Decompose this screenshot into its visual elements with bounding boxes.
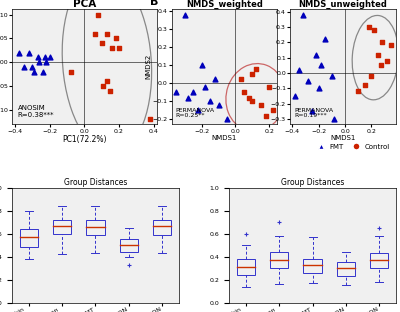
- Point: [116, 45, 122, 50]
- Point: [40, 69, 46, 74]
- Title: NMDS_weighted: NMDS_weighted: [186, 0, 263, 9]
- Point: [215, 102, 222, 107]
- Point: [368, 74, 375, 79]
- Text: PERMANOVA
R=0.25**: PERMANOVA R=0.25**: [176, 108, 215, 119]
- X-axis label: NMDS1: NMDS1: [212, 135, 237, 141]
- Point: [29, 64, 36, 69]
- Point: [300, 12, 306, 17]
- Point: [98, 41, 105, 46]
- Point: [384, 58, 390, 63]
- Point: [366, 24, 372, 29]
- Point: [224, 117, 230, 122]
- Point: [67, 69, 74, 74]
- Point: [270, 108, 276, 113]
- Point: [309, 109, 315, 114]
- Point: [258, 102, 264, 107]
- Point: [207, 99, 213, 104]
- Point: [26, 50, 32, 55]
- Point: [318, 63, 324, 68]
- Point: [212, 77, 218, 82]
- Text: B: B: [150, 0, 159, 7]
- X-axis label: PC1(72.2%): PC1(72.2%): [62, 135, 107, 144]
- Point: [182, 12, 188, 17]
- Legend: FMT, Control: FMT, Control: [311, 141, 392, 153]
- Text: PERMANOVA
R=0.19***: PERMANOVA R=0.19***: [294, 108, 334, 119]
- Point: [296, 67, 302, 72]
- Point: [95, 12, 102, 17]
- Point: [379, 40, 385, 45]
- Point: [305, 78, 311, 83]
- X-axis label: NMDS1: NMDS1: [330, 135, 356, 141]
- Title: Group Distances: Group Distances: [281, 178, 344, 187]
- Point: [316, 86, 322, 91]
- Point: [100, 83, 107, 88]
- Point: [195, 108, 202, 113]
- Point: [92, 31, 98, 36]
- Point: [263, 113, 269, 118]
- Point: [292, 94, 298, 99]
- Point: [147, 117, 154, 122]
- Point: [249, 71, 256, 76]
- Point: [371, 27, 377, 32]
- Point: [331, 117, 338, 122]
- Y-axis label: NMDS2: NMDS2: [145, 54, 151, 80]
- Point: [46, 55, 53, 60]
- Point: [198, 63, 205, 68]
- Point: [375, 52, 381, 57]
- Point: [109, 45, 115, 50]
- Point: [266, 84, 272, 89]
- Point: [322, 37, 328, 42]
- Point: [378, 63, 384, 68]
- Point: [112, 36, 119, 41]
- Point: [329, 74, 335, 79]
- Point: [237, 77, 244, 82]
- Point: [185, 95, 191, 100]
- Point: [15, 50, 22, 55]
- Point: [34, 55, 41, 60]
- Point: [190, 90, 196, 95]
- Point: [246, 95, 252, 100]
- Text: ANOSIM
R=0.38***: ANOSIM R=0.38***: [18, 105, 54, 119]
- Point: [241, 90, 247, 95]
- Point: [43, 60, 50, 65]
- Point: [362, 83, 368, 88]
- Point: [36, 60, 42, 65]
- Point: [355, 89, 362, 94]
- Title: Group Distances: Group Distances: [64, 178, 127, 187]
- Point: [41, 55, 48, 60]
- Point: [202, 84, 208, 89]
- Point: [20, 64, 27, 69]
- Point: [104, 31, 110, 36]
- Title: NMDS_unweighted: NMDS_unweighted: [299, 0, 388, 9]
- Title: PCA: PCA: [73, 0, 96, 9]
- Point: [107, 88, 114, 93]
- Point: [313, 52, 319, 57]
- Point: [104, 79, 110, 84]
- Point: [388, 43, 394, 48]
- Point: [173, 90, 180, 95]
- Point: [252, 66, 259, 71]
- Point: [249, 99, 256, 104]
- Point: [31, 69, 37, 74]
